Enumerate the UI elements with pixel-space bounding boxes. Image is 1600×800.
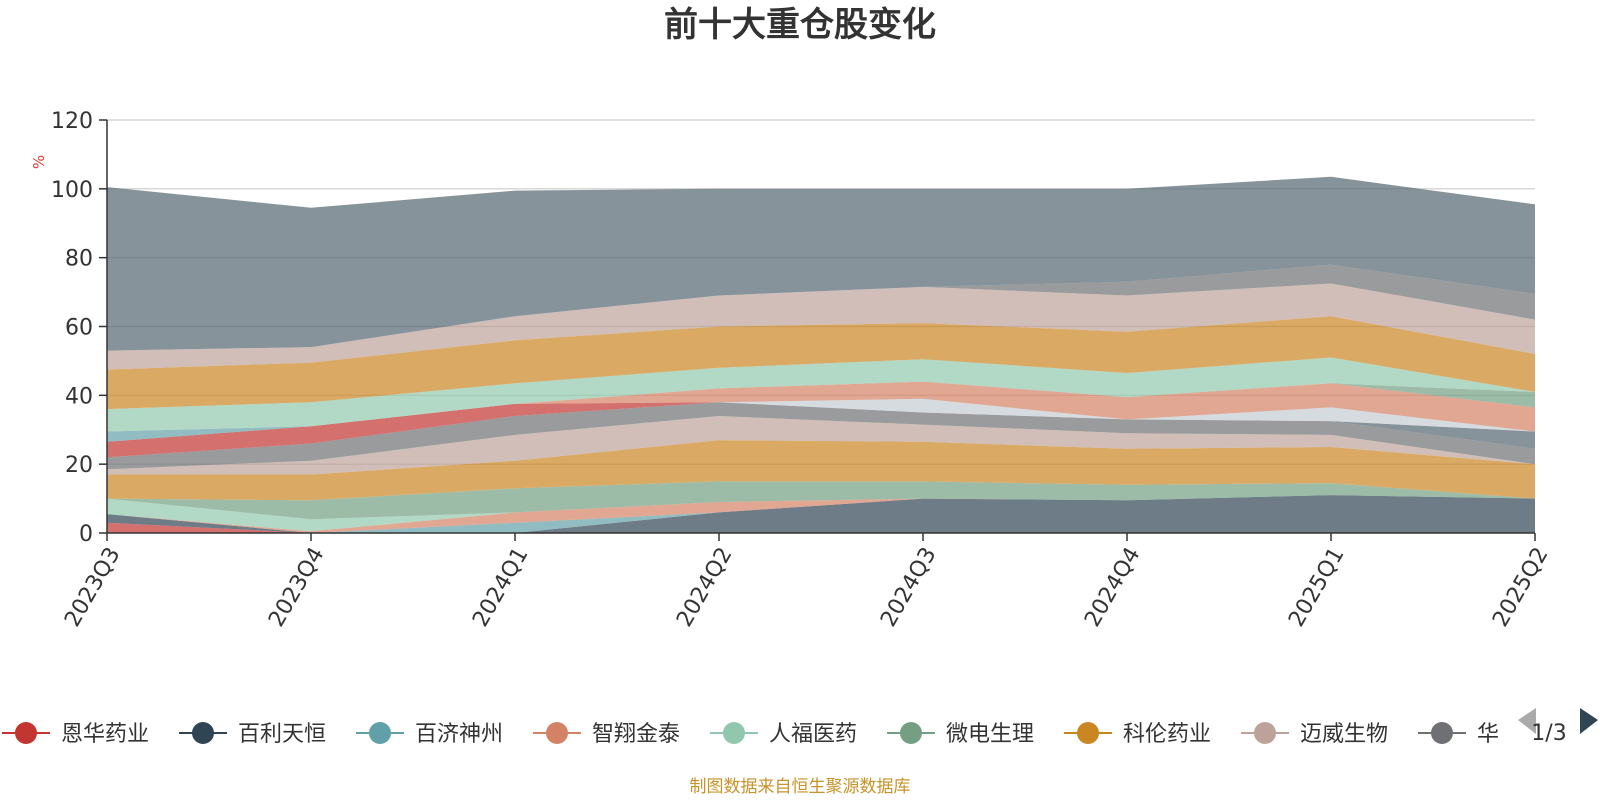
x-tick-label: 2023Q4 [264,543,329,631]
legend-marker [1077,722,1099,744]
legend-label: 华 [1477,722,1499,747]
x-tick-label: 2024Q3 [876,543,941,631]
y-tick-label: 60 [65,316,93,341]
legend-item[interactable]: 华 [1418,722,1499,747]
area-series [107,316,1535,410]
x-tick-label: 2025Q2 [1488,543,1553,631]
area-series [107,481,1535,520]
legend-marker [723,722,745,744]
legend-label: 人福医药 [769,722,857,747]
x-tick-label: 2024Q2 [672,543,737,631]
prev-page-icon[interactable] [1518,708,1536,734]
legend-item[interactable]: 科伦药业 [1064,722,1211,747]
legend-page-label: 1/3 [1531,721,1566,746]
legend-marker [15,722,37,744]
area-series [107,398,1535,458]
area-series [107,264,1535,351]
area-series [107,357,1535,432]
area-series [107,381,1535,432]
y-axis-unit: % [30,155,48,169]
legend-marker [369,722,391,744]
legend-item[interactable]: 恩华药业 [2,722,149,747]
source-note: 制图数据来自恒生聚源数据库 [690,777,911,797]
x-tick-label: 2024Q4 [1080,543,1145,631]
area-series [107,402,1535,470]
legend-item[interactable]: 人福医药 [710,722,857,747]
legend: 恩华药业 百利天恒 百济神州 智翔金泰 人福医药 微电生理 科伦药业 迈威生物 华 [2,722,1499,747]
y-tick-label: 120 [51,109,93,134]
legend-item[interactable]: 智翔金泰 [533,722,680,747]
legend-label: 恩华药业 [61,722,149,747]
legend-item[interactable]: 百济神州 [356,722,503,747]
y-tick-label: 80 [65,247,93,272]
x-tick-label: 2023Q3 [60,543,125,631]
y-tick-label: 100 [51,178,93,203]
legend-marker [192,722,214,744]
legend-label: 微电生理 [946,722,1034,747]
area-series [107,440,1535,501]
area-series [107,522,1535,533]
legend-label: 科伦药业 [1123,722,1211,747]
area-series-group [107,176,1535,533]
legend-marker [1254,722,1276,744]
y-tick-label: 40 [65,384,93,409]
area-series [107,495,1535,533]
legend-label: 智翔金泰 [592,722,680,747]
area-series [107,283,1535,370]
legend-marker [900,722,922,744]
area-series [107,381,1535,432]
legend-label: 百济神州 [415,722,503,747]
area-series [107,176,1535,351]
legend-label: 迈威生物 [1300,722,1388,747]
legend-label: 百利天恒 [238,722,326,747]
next-page-icon[interactable] [1580,708,1598,734]
legend-marker [1431,722,1453,744]
x-tick-label: 2024Q1 [468,543,533,631]
chart-title: 前十大重仓股变化 [664,5,936,45]
y-tick-label: 0 [79,522,93,547]
x-tick-label: 2025Q1 [1284,543,1349,631]
legend-pager: 1/3 [1518,708,1598,746]
area-series [107,495,1535,533]
legend-item[interactable]: 迈威生物 [1241,722,1388,747]
legend-marker [546,722,568,744]
legend-item[interactable]: 微电生理 [887,722,1034,747]
y-tick-label: 20 [65,453,93,478]
legend-item[interactable]: 百利天恒 [179,722,326,747]
area-series [107,416,1535,475]
